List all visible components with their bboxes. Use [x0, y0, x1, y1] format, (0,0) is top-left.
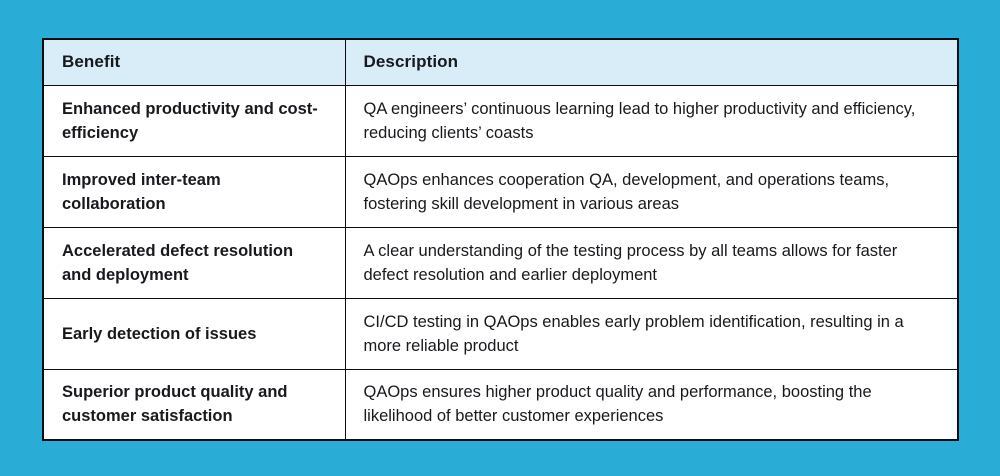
column-header-benefit: Benefit: [42, 38, 346, 86]
description-cell: QAOps enhances cooperation QA, developme…: [344, 155, 959, 228]
description-cell: A clear understanding of the testing pro…: [344, 226, 959, 299]
benefit-cell: Superior product quality and customer sa…: [42, 368, 346, 441]
benefit-cell: Enhanced productivity and cost-efficienc…: [42, 84, 346, 157]
table-row: Improved inter-team collaboration QAOps …: [42, 155, 959, 228]
benefits-table-container: Benefit Description Enhanced productivit…: [42, 38, 959, 441]
benefit-cell: Early detection of issues: [42, 297, 346, 370]
benefit-cell: Accelerated defect resolution and deploy…: [42, 226, 346, 299]
description-cell: QAOps ensures higher product quality and…: [344, 368, 959, 441]
column-header-description: Description: [344, 38, 959, 86]
benefits-table: Benefit Description Enhanced productivit…: [42, 38, 959, 441]
table-row: Superior product quality and customer sa…: [42, 368, 959, 441]
table-header: Benefit Description: [42, 38, 959, 86]
header-row: Benefit Description: [42, 38, 959, 86]
description-cell: CI/CD testing in QAOps enables early pro…: [344, 297, 959, 370]
table-row: Accelerated defect resolution and deploy…: [42, 226, 959, 299]
table-body: Enhanced productivity and cost-efficienc…: [42, 84, 959, 441]
table-row: Enhanced productivity and cost-efficienc…: [42, 84, 959, 157]
description-cell: QA engineers’ continuous learning lead t…: [344, 84, 959, 157]
table-row: Early detection of issues CI/CD testing …: [42, 297, 959, 370]
benefit-cell: Improved inter-team collaboration: [42, 155, 346, 228]
